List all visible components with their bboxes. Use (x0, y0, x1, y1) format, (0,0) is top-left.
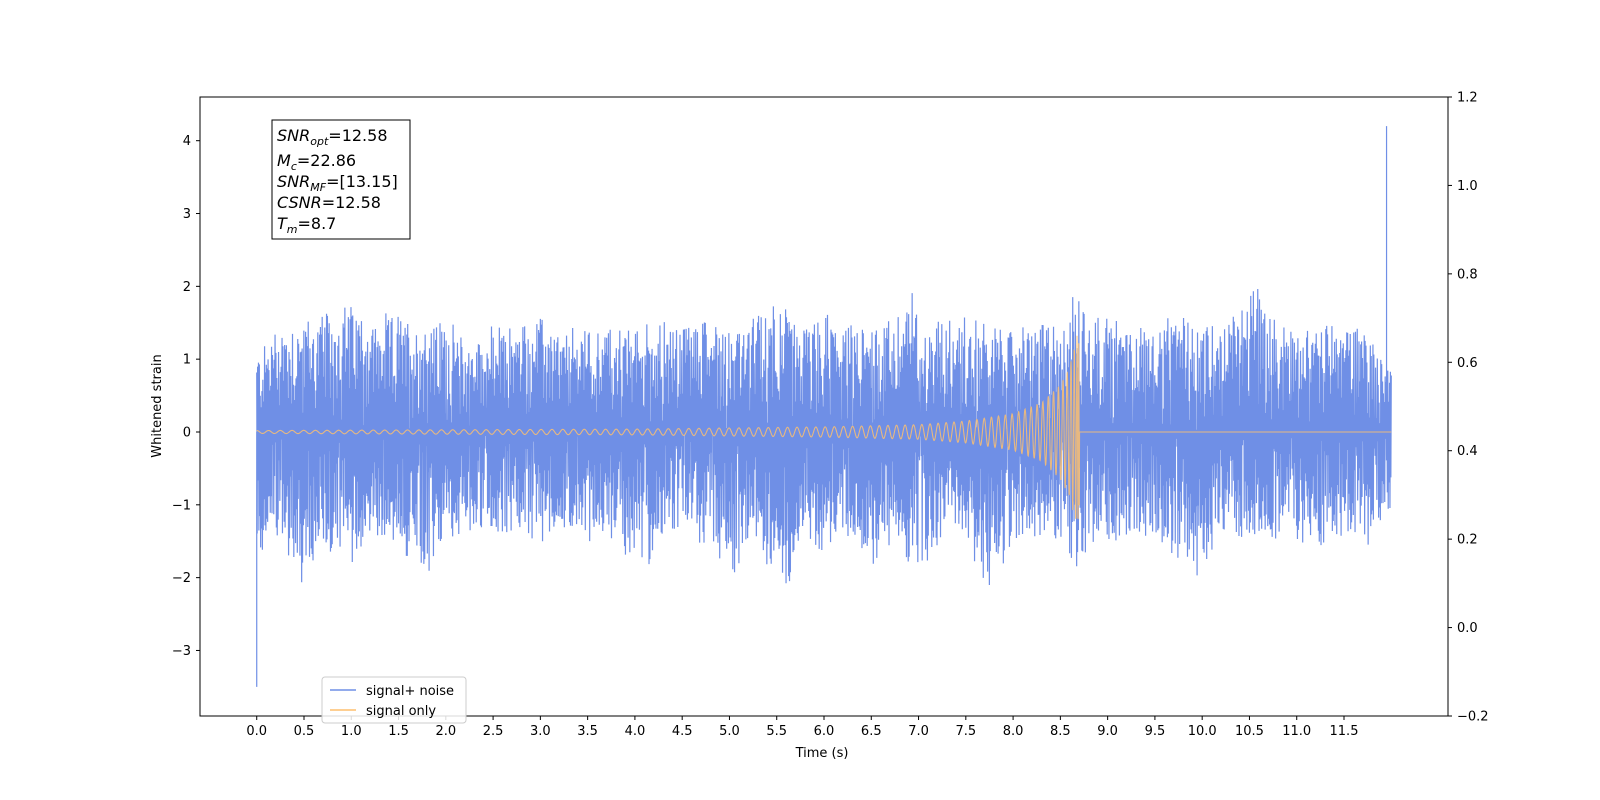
y2-tick-label: −0.2 (1457, 710, 1489, 725)
y2-tick-label: 0.8 (1457, 267, 1478, 282)
annotation-line: Mc=22.86 (277, 151, 356, 173)
x-tick-label: 6.0 (814, 724, 835, 739)
x-tick-label: 0.0 (246, 724, 267, 739)
plot-area (256, 126, 1392, 687)
x-tick-label: 1.0 (341, 724, 362, 739)
annotation-line: SNRopt=12.58 (277, 126, 388, 148)
x-tick-label: 7.0 (908, 724, 929, 739)
x-tick-label: 2.0 (435, 724, 456, 739)
series-line-signal-noise (256, 126, 1392, 687)
x-tick-label: 7.5 (955, 724, 976, 739)
x-tick-label: 3.5 (577, 724, 598, 739)
x-tick-label: 8.5 (1050, 724, 1071, 739)
x-tick-label: 6.5 (861, 724, 882, 739)
x-tick-label: 1.5 (388, 724, 409, 739)
annotation-line: CSNR=12.58 (277, 193, 381, 212)
legend-label-signal-noise: signal+ noise (366, 684, 454, 699)
y2-tick-label: 1.0 (1457, 179, 1478, 194)
x-tick-label: 4.0 (625, 724, 646, 739)
y-tick-label: 0 (183, 425, 191, 440)
x-tick-label: 3.0 (530, 724, 551, 739)
x-tick-label: 11.5 (1330, 724, 1359, 739)
y-tick-label: 1 (183, 353, 191, 368)
annotation-line: SNRMF=[13.15] (277, 172, 398, 194)
y2-tick-label: 0.4 (1457, 444, 1478, 459)
legend-frame (321, 676, 467, 724)
y-axis: −3 −2 −1 0 1 2 3 4 (172, 134, 200, 659)
y-tick-label: 2 (183, 280, 191, 295)
y2-tick-label: 0.6 (1457, 356, 1478, 371)
legend-label-signal-only: signal only (366, 704, 436, 719)
x-tick-label: 9.0 (1097, 724, 1118, 739)
annotation-box-frame (271, 119, 411, 240)
y-tick-label: −2 (172, 571, 191, 586)
x-tick-label: 10.5 (1235, 724, 1264, 739)
y2-tick-label: 0.0 (1457, 621, 1478, 636)
y2-axis: −0.2 0.0 0.2 0.4 0.6 0.8 1.0 1.2 (1448, 91, 1489, 725)
x-tick-label: 5.5 (766, 724, 787, 739)
x-tick-label: 8.0 (1003, 724, 1024, 739)
y-tick-label: 3 (183, 207, 191, 222)
x-tick-label: 0.5 (294, 724, 315, 739)
y-tick-label: 4 (183, 134, 191, 149)
x-axis-label: Time (s) (795, 746, 849, 761)
y-axis-label: Whitened strain (150, 354, 165, 457)
x-tick-label: 9.5 (1145, 724, 1166, 739)
y-tick-label: −1 (172, 498, 191, 513)
annotation-line: Tm=8.7 (277, 214, 336, 236)
x-tick-label: 5.0 (719, 724, 740, 739)
legend: signal+ noise signal only (321, 676, 467, 724)
annotation-box: SNRopt=12.58 Mc=22.86SNRMF=[13.15]CSNR=12… (271, 119, 411, 240)
x-axis: 0.0 0.5 1.0 1.5 2.0 2.5 3.0 3.5 4.0 4.5 5.0 5.5 6.0 6… (246, 716, 1358, 739)
y2-tick-label: 1.2 (1457, 91, 1478, 106)
x-tick-label: 2.5 (483, 724, 504, 739)
y-tick-label: −3 (172, 644, 191, 659)
x-tick-label: 10.0 (1188, 724, 1217, 739)
y2-tick-label: 0.2 (1457, 533, 1478, 548)
x-tick-label: 4.5 (672, 724, 693, 739)
series-line-signal-only (256, 335, 1392, 520)
x-tick-label: 11.0 (1282, 724, 1311, 739)
